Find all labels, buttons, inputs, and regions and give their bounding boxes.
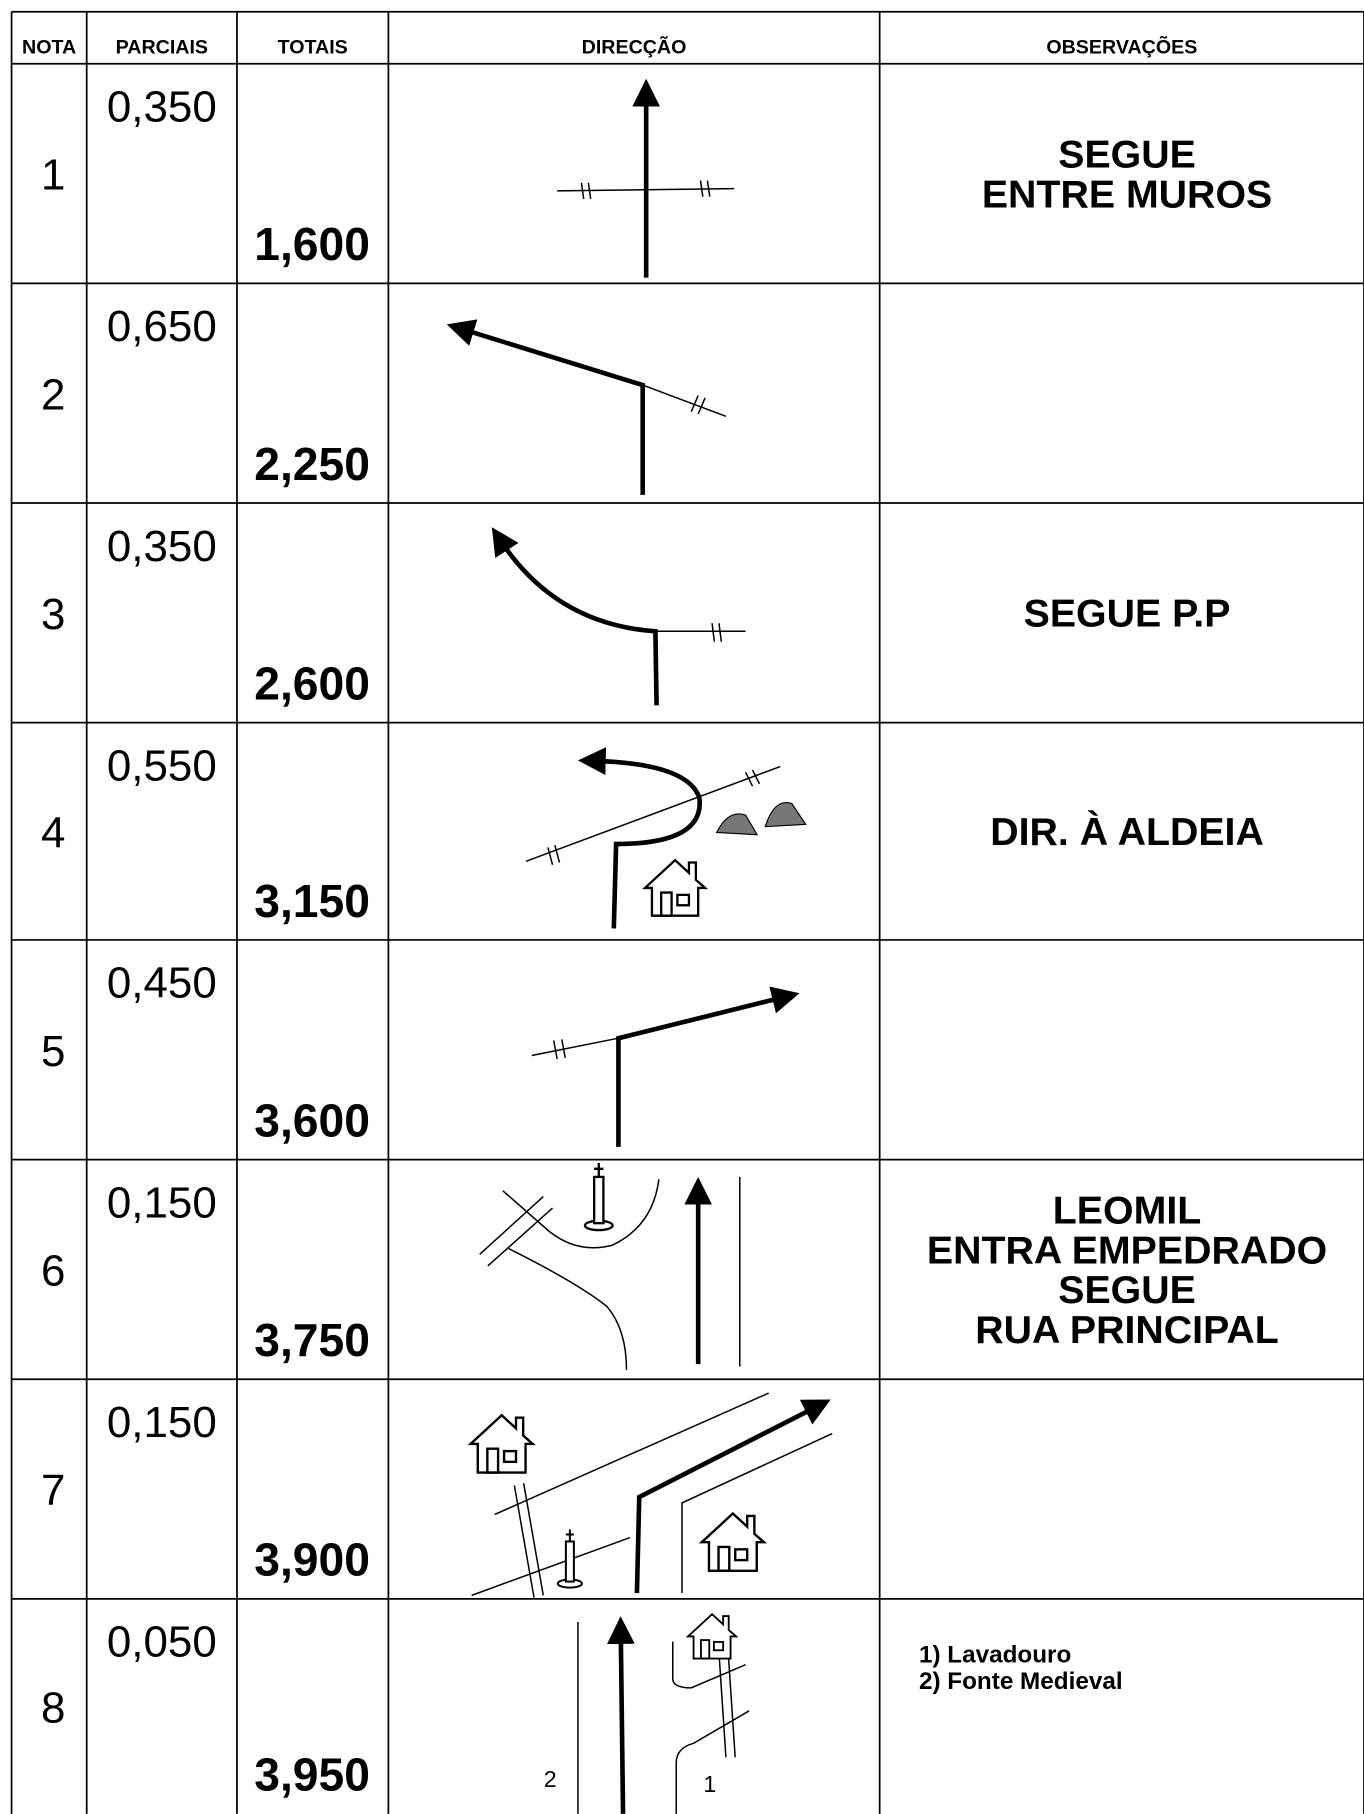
parcial: 0,450 <box>107 959 217 1008</box>
note: 2) Fonte Medieval <box>919 1668 1123 1695</box>
total: 3,750 <box>254 1314 370 1366</box>
column-header: PARCIAIS <box>116 36 208 58</box>
diagram-label: 2 <box>544 1766 557 1792</box>
parcial: 0,150 <box>107 1398 217 1447</box>
total: 3,950 <box>254 1749 370 1801</box>
nota: 2 <box>41 370 65 419</box>
total: 3,600 <box>254 1094 370 1146</box>
observacao: ENTRE MUROS <box>982 172 1272 216</box>
observacao: SEGUE <box>1058 1268 1196 1312</box>
diagram-label: 1 <box>703 1771 716 1797</box>
note: 1) Lavadouro <box>919 1641 1071 1668</box>
nota: 5 <box>41 1027 65 1076</box>
nota: 1 <box>41 151 65 200</box>
observacao: SEGUE P.P <box>1024 592 1231 636</box>
parcial: 0,350 <box>107 83 217 132</box>
total: 1,600 <box>254 218 370 270</box>
parcial: 0,150 <box>107 1178 217 1227</box>
table-text: NOTA PARCIAIS TOTAIS DIRECÇÃO OBSERVAÇÕES 1 0,… <box>22 34 1327 1800</box>
observacao: DIR. À ALDEIA <box>990 810 1264 854</box>
total: 2,600 <box>254 658 370 710</box>
nota: 4 <box>41 808 65 857</box>
observacao: LEOMIL <box>1053 1188 1201 1232</box>
nota: 7 <box>41 1466 65 1515</box>
table-grid <box>10 10 1364 1814</box>
column-header: NOTA <box>22 36 76 58</box>
observacao: RUA PRINCIPAL <box>975 1308 1278 1352</box>
parcial: 0,350 <box>107 522 217 571</box>
observacao: ENTRA EMPEDRADO <box>927 1228 1327 1272</box>
nota: 3 <box>41 590 65 639</box>
parcial: 0,050 <box>107 1618 217 1667</box>
direction-diagrams <box>446 78 833 1814</box>
column-header: TOTAIS <box>278 36 348 58</box>
parcial: 0,650 <box>107 302 217 351</box>
parcial: 0,550 <box>107 741 217 790</box>
column-header: OBSERVAÇÕES <box>1046 34 1197 58</box>
observacao: SEGUE <box>1058 132 1196 176</box>
total: 3,900 <box>254 1534 370 1586</box>
total: 2,250 <box>254 438 370 490</box>
nota: 8 <box>41 1684 65 1733</box>
column-header: DIRECÇÃO <box>582 35 687 58</box>
nota: 6 <box>41 1247 65 1296</box>
total: 3,150 <box>254 875 370 927</box>
